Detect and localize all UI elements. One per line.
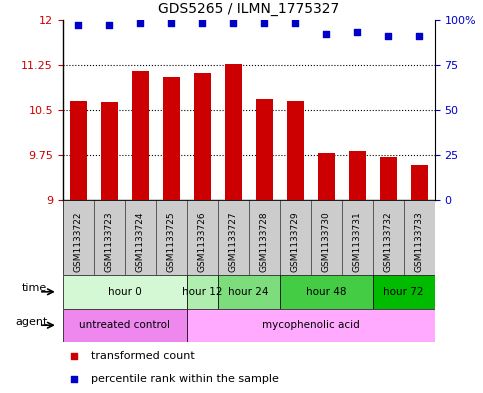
Point bbox=[105, 22, 113, 28]
Text: GSM1133732: GSM1133732 bbox=[384, 211, 393, 272]
FancyBboxPatch shape bbox=[373, 275, 435, 309]
Bar bbox=[411, 165, 428, 200]
Text: hour 72: hour 72 bbox=[384, 287, 424, 297]
Text: hour 48: hour 48 bbox=[306, 287, 346, 297]
Point bbox=[384, 33, 392, 39]
Text: mycophenolic acid: mycophenolic acid bbox=[262, 320, 360, 330]
Bar bbox=[318, 153, 335, 200]
Text: percentile rank within the sample: percentile rank within the sample bbox=[91, 374, 279, 384]
Title: GDS5265 / ILMN_1775327: GDS5265 / ILMN_1775327 bbox=[158, 2, 340, 16]
Point bbox=[260, 20, 268, 26]
Bar bbox=[225, 64, 242, 200]
Point bbox=[136, 20, 144, 26]
Bar bbox=[132, 71, 149, 200]
Text: transformed count: transformed count bbox=[91, 351, 195, 361]
Text: GSM1133726: GSM1133726 bbox=[198, 211, 207, 272]
Text: GSM1133727: GSM1133727 bbox=[229, 211, 238, 272]
Point bbox=[74, 22, 82, 28]
Point bbox=[199, 20, 206, 26]
Text: GSM1133729: GSM1133729 bbox=[291, 211, 300, 272]
Text: hour 12: hour 12 bbox=[182, 287, 223, 297]
Text: GSM1133733: GSM1133733 bbox=[415, 211, 424, 272]
Point bbox=[354, 29, 361, 35]
FancyBboxPatch shape bbox=[63, 309, 187, 342]
Bar bbox=[256, 99, 273, 200]
Text: untreated control: untreated control bbox=[79, 320, 170, 330]
Bar bbox=[101, 102, 118, 200]
Text: GSM1133724: GSM1133724 bbox=[136, 211, 145, 272]
Point bbox=[229, 20, 237, 26]
Bar bbox=[163, 77, 180, 200]
Point bbox=[291, 20, 299, 26]
Point bbox=[415, 33, 423, 39]
Point bbox=[70, 353, 78, 359]
FancyBboxPatch shape bbox=[63, 200, 435, 275]
Text: GSM1133722: GSM1133722 bbox=[74, 211, 83, 272]
FancyBboxPatch shape bbox=[63, 275, 187, 309]
Point bbox=[168, 20, 175, 26]
Text: GSM1133725: GSM1133725 bbox=[167, 211, 176, 272]
Point bbox=[70, 376, 78, 382]
Text: GSM1133723: GSM1133723 bbox=[105, 211, 114, 272]
Text: hour 0: hour 0 bbox=[108, 287, 142, 297]
Point bbox=[322, 31, 330, 37]
Text: time: time bbox=[22, 283, 47, 294]
Bar bbox=[70, 101, 87, 200]
Bar bbox=[380, 157, 397, 200]
Text: agent: agent bbox=[15, 317, 48, 327]
FancyBboxPatch shape bbox=[187, 309, 435, 342]
Text: GSM1133728: GSM1133728 bbox=[260, 211, 269, 272]
FancyBboxPatch shape bbox=[187, 275, 218, 309]
Text: GSM1133731: GSM1133731 bbox=[353, 211, 362, 272]
FancyBboxPatch shape bbox=[280, 275, 373, 309]
FancyBboxPatch shape bbox=[218, 275, 280, 309]
Bar bbox=[287, 101, 304, 200]
Text: GSM1133730: GSM1133730 bbox=[322, 211, 331, 272]
Bar bbox=[194, 73, 211, 200]
Text: hour 24: hour 24 bbox=[228, 287, 269, 297]
Bar bbox=[349, 151, 366, 200]
